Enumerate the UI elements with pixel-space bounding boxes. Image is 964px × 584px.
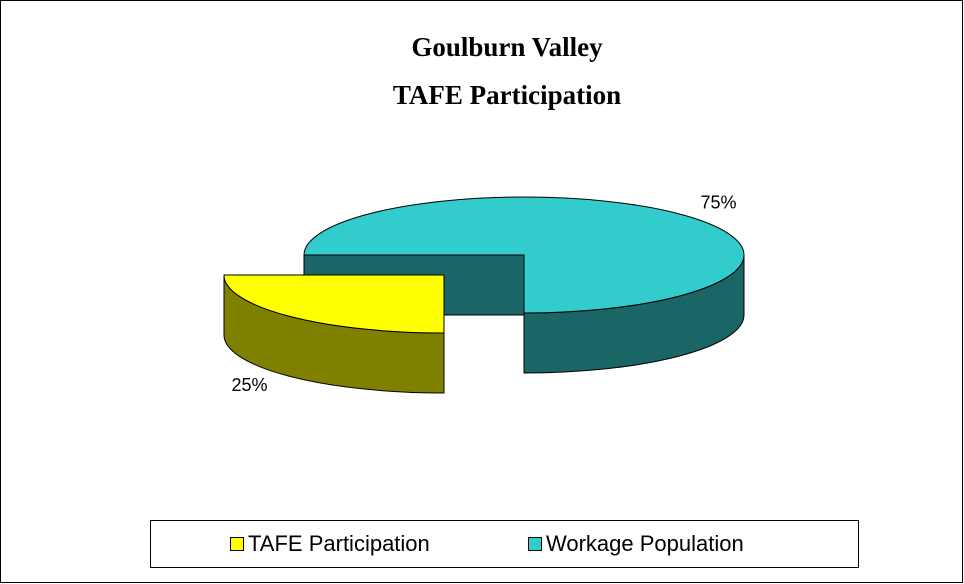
legend-label: TAFE Participation [248, 531, 430, 556]
legend-swatch [528, 537, 542, 551]
legend-box [150, 520, 859, 568]
legend-label: Workage Population [546, 531, 744, 556]
legend-swatch [230, 537, 244, 551]
data-label: 75% [700, 192, 736, 212]
slice [223, 274, 445, 334]
chart-title: TAFE Participation [393, 80, 621, 110]
slice [303, 196, 745, 314]
chart-title: Goulburn Valley [411, 32, 603, 62]
data-label: 25% [232, 375, 268, 395]
